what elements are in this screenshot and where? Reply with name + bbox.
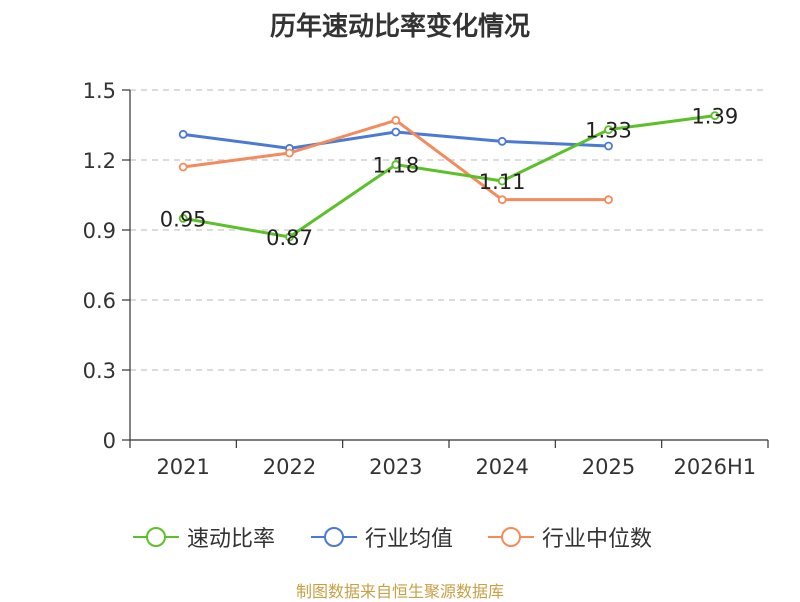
x-tick-label: 2026H1 — [674, 455, 757, 479]
legend-item-industry-mean[interactable]: 行业均值 — [311, 520, 453, 554]
legend-swatch-industry-mean-icon — [311, 526, 357, 548]
data-point[interactable] — [391, 127, 401, 137]
legend-label: 速动比率 — [187, 527, 276, 552]
y-tick-label: 1.5 — [83, 79, 116, 103]
data-point[interactable] — [710, 111, 720, 121]
data-label: 1.11 — [479, 170, 526, 194]
data-point[interactable] — [391, 160, 401, 170]
legend-item-quick-ratio[interactable]: 速动比率 — [133, 520, 275, 554]
data-point[interactable] — [178, 129, 188, 139]
legend-swatch-industry-median-icon — [488, 526, 534, 548]
data-point[interactable] — [604, 195, 613, 205]
source-note: 制图数据来自恒生聚源数据库 — [295, 582, 504, 601]
data-point[interactable] — [497, 176, 507, 186]
data-point[interactable] — [604, 141, 613, 151]
y-tick-label: 0.3 — [83, 359, 116, 383]
data-label: 1.39 — [691, 105, 738, 129]
data-label: 1.33 — [585, 119, 632, 143]
data-label: 0.87 — [266, 226, 313, 250]
data-point[interactable] — [178, 213, 188, 223]
x-tick-label: 2021 — [156, 455, 209, 479]
chart-title: 历年速动比率变化情况 — [269, 12, 530, 42]
data-point[interactable] — [497, 136, 507, 146]
y-tick-label: 0 — [103, 429, 116, 453]
data-point[interactable] — [285, 148, 294, 158]
data-label: 0.95 — [160, 207, 207, 231]
data-point[interactable] — [178, 162, 188, 172]
x-tick-label: 2023 — [369, 455, 422, 479]
data-point[interactable] — [391, 115, 401, 125]
data-point[interactable] — [497, 195, 507, 205]
legend-item-industry-median[interactable]: 行业中位数 — [488, 520, 652, 554]
data-point[interactable] — [285, 232, 294, 242]
y-tick-label: 1.2 — [83, 149, 116, 173]
x-tick-label: 2024 — [475, 455, 528, 479]
series-line — [182, 114, 716, 239]
data-label: 1.18 — [372, 154, 419, 178]
y-tick-label: 0.6 — [83, 289, 116, 313]
y-tick-label: 0.9 — [83, 219, 116, 243]
x-tick-label: 2025 — [582, 455, 635, 479]
legend-swatch-quick-ratio-icon — [133, 526, 179, 548]
legend-label: 行业中位数 — [542, 527, 653, 552]
legend-label: 行业均值 — [365, 527, 454, 552]
data-point[interactable] — [604, 125, 613, 135]
legend: 速动比率 行业均值 行业中位数 — [0, 520, 800, 554]
x-tick-label: 2022 — [263, 455, 316, 479]
